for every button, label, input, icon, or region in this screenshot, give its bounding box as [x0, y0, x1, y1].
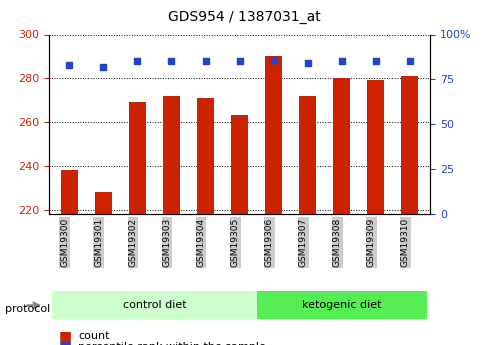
- Point: [371, 59, 379, 64]
- Text: GSM19304: GSM19304: [196, 218, 205, 267]
- Text: GSM19302: GSM19302: [128, 218, 137, 267]
- Bar: [129, 102, 145, 214]
- Bar: [61, 170, 78, 214]
- Text: ketogenic diet: ketogenic diet: [302, 300, 381, 310]
- Bar: [231, 116, 247, 214]
- Text: GSM19310: GSM19310: [400, 218, 409, 267]
- Text: count: count: [78, 332, 109, 341]
- Text: control diet: control diet: [122, 300, 186, 310]
- Text: ■: ■: [59, 340, 72, 345]
- Point: [65, 62, 73, 68]
- Text: GSM19301: GSM19301: [94, 218, 103, 267]
- Point: [337, 59, 345, 64]
- Bar: [299, 96, 316, 214]
- Point: [269, 57, 277, 62]
- Point: [99, 64, 107, 70]
- Text: GSM19307: GSM19307: [298, 218, 307, 267]
- Bar: [401, 76, 418, 214]
- Bar: [163, 96, 180, 214]
- Point: [201, 59, 209, 64]
- Text: GSM19306: GSM19306: [264, 218, 273, 267]
- Text: GSM19308: GSM19308: [332, 218, 341, 267]
- Text: GSM19300: GSM19300: [60, 218, 69, 267]
- Text: GSM19305: GSM19305: [230, 218, 239, 267]
- Bar: [256, 291, 426, 319]
- Point: [235, 59, 243, 64]
- Text: protocol: protocol: [5, 304, 50, 314]
- Text: GSM19309: GSM19309: [366, 218, 375, 267]
- Bar: [52, 291, 256, 319]
- Bar: [95, 192, 112, 214]
- Point: [405, 59, 413, 64]
- Point: [133, 59, 141, 64]
- Point: [303, 60, 311, 66]
- Bar: [264, 56, 282, 214]
- Point: [167, 59, 175, 64]
- Text: percentile rank within the sample: percentile rank within the sample: [78, 342, 265, 345]
- Bar: [366, 80, 384, 214]
- Bar: [333, 78, 349, 214]
- Text: GSM19303: GSM19303: [162, 218, 171, 267]
- Text: ■: ■: [59, 329, 72, 343]
- Bar: [197, 98, 214, 214]
- Text: GDS954 / 1387031_at: GDS954 / 1387031_at: [168, 10, 320, 24]
